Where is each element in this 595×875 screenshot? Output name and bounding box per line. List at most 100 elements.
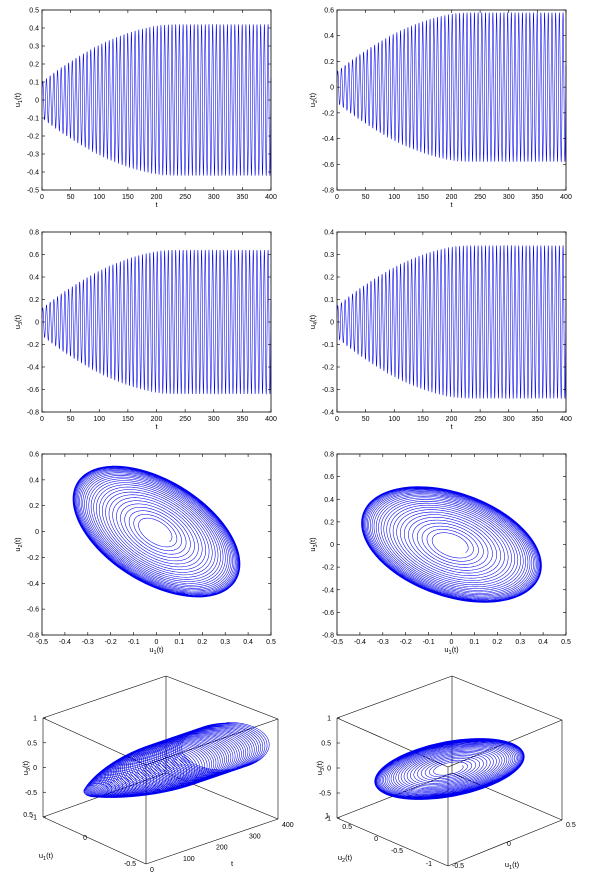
y-tick-label: 0.1 [324, 297, 334, 304]
y-axis-label: u4(t) [308, 314, 319, 329]
x-tick-label: 0.2 [197, 639, 207, 646]
x-tick-label: 300 [208, 194, 220, 201]
y-tick-label: -0.4 [27, 581, 39, 588]
plot-panel-6: 0.8 0.6 0.4 0.2 0 -0.2 -0.4 -0.6 -0.8-0.5 -0.4 -0.… [308, 452, 571, 657]
z-tick-label: 1 [327, 716, 331, 723]
z-axis-label: u3(t) [315, 760, 326, 775]
data-series-line [336, 11, 567, 163]
plot-panel-1: 0.50.40.30.20.10-0.1-0.2-0.3-0.4-0.50 50 1… [13, 8, 277, 210]
svg-text:u2(t): u2(t) [13, 537, 24, 552]
plot-panel-8: 10.50-0.5-110.50-0.5-1 -0.500.5u3(t)u2(t)… [315, 675, 576, 871]
box-edge [451, 772, 563, 821]
svg-text:u1(t): u1(t) [444, 645, 459, 656]
x-tick-label: 200 [446, 194, 458, 201]
x-tick-label: -0.1 [128, 639, 140, 646]
x-tick-label: 250 [474, 416, 486, 423]
x-tick-label: 400 [282, 822, 294, 829]
svg-text:t: t [450, 200, 453, 209]
y-tick-label: 0.3 [324, 252, 334, 259]
svg-text:u1(t): u1(t) [505, 860, 520, 871]
y-tick-label: 0 [330, 320, 334, 327]
y-tick-label: 0 [35, 529, 39, 536]
plot-panel-5: 0.6 0.4 0.2 0 -0.2 -0.4 -0.6 -0.8-0.5 -0.4 -0.3 -0… [13, 452, 276, 657]
box-edge [447, 819, 563, 867]
z-tick-label: 1 [33, 716, 37, 723]
x-axis-label: u1(t) [149, 645, 164, 656]
x-tick-label: 0.5 [561, 639, 571, 646]
y-tick-label: 0.2 [324, 519, 334, 526]
y-tick-label: -0.8 [322, 188, 334, 195]
y-axis-label: u2(t) [13, 537, 24, 552]
z-tick-label: -1 [31, 815, 37, 822]
y-tick-label: 0 [374, 836, 378, 843]
y-tick-label: 0 [35, 98, 39, 105]
y-axis-label: u1(t) [13, 92, 24, 107]
x-tick-label: 0.5 [266, 639, 276, 646]
x-axis-label: t [155, 200, 158, 209]
y-tick-label: -0.2 [322, 565, 334, 572]
x-tick-label: 0.1 [175, 639, 185, 646]
y-tick-label: 0.2 [29, 297, 39, 304]
x-tick-label: 0 [155, 639, 159, 646]
x-axis-label: u1(t) [444, 645, 459, 656]
x-tick-label: 350 [237, 194, 249, 201]
y-tick-label: -0.5 [27, 188, 39, 195]
svg-text:u3(t): u3(t) [21, 760, 32, 775]
svg-text:t: t [231, 859, 234, 868]
x-tick-label: 350 [237, 416, 249, 423]
svg-text:u1(t): u1(t) [13, 92, 24, 107]
y-tick-label: 0.4 [324, 230, 334, 237]
box-edge [165, 772, 279, 820]
y-tick-label: -0.6 [322, 610, 334, 617]
x-tick-label: -0.4 [354, 639, 366, 646]
svg-text:u1(t): u1(t) [149, 645, 164, 656]
box-edge [336, 717, 449, 768]
y-tick-label: -0.8 [27, 633, 39, 640]
y-tick-label: 0.4 [324, 497, 334, 504]
y-axis-label: u3(t) [13, 314, 24, 329]
svg-text:u3(t): u3(t) [315, 760, 326, 775]
x-tick-label: 400 [560, 194, 572, 201]
y-axis-label: u1(t) [39, 851, 54, 862]
x-axis-label: u1(t) [505, 860, 520, 871]
x-tick-label: 150 [122, 416, 134, 423]
y-tick-label: 0.5 [29, 8, 39, 15]
y-tick-label: 0.2 [29, 62, 39, 69]
x-tick-label: 200 [151, 194, 163, 201]
box-edge [165, 675, 279, 720]
svg-text:u1(t): u1(t) [39, 851, 54, 862]
x-tick-label: -0.5 [452, 863, 464, 870]
y-tick-label: 0.2 [324, 59, 334, 66]
x-tick-label: 100 [93, 194, 105, 201]
data-series-line [41, 23, 272, 177]
x-axis-label: t [450, 422, 453, 431]
z-tick-label: 0.5 [321, 741, 331, 748]
x-axis-label: t [155, 422, 158, 431]
y-tick-label: -0.3 [322, 387, 334, 394]
y-tick-label: 0.5 [23, 812, 33, 819]
x-tick-label: 0 [40, 194, 44, 201]
y-tick-label: 0.8 [29, 230, 39, 237]
x-axis-label: t [231, 859, 234, 868]
y-tick-label: 0 [330, 542, 334, 549]
x-tick-label: -0.3 [82, 639, 94, 646]
y-tick-label: 0.6 [29, 452, 39, 459]
x-tick-label: 0.5 [566, 822, 576, 829]
y-tick-label: 0.8 [324, 452, 334, 459]
svg-text:t: t [155, 200, 158, 209]
z-tick-label: 0.5 [27, 740, 37, 747]
box-edge [336, 675, 453, 719]
x-tick-label: 200 [446, 416, 458, 423]
z-tick-label: -1 [325, 816, 331, 823]
x-tick-label: 100 [183, 856, 195, 863]
x-tick-label: 200 [151, 416, 163, 423]
y-tick-label: -0.3 [27, 152, 39, 159]
x-tick-label: 50 [67, 416, 75, 423]
y-tick-label: -0.8 [322, 633, 334, 640]
y-tick-label: -0.2 [27, 342, 39, 349]
z-tick-label: 0 [327, 766, 331, 773]
x-tick-label: 400 [560, 416, 572, 423]
x-tick-label: 300 [503, 416, 515, 423]
svg-text:u2(t): u2(t) [308, 92, 319, 107]
plot-panel-3: 0.80.60.40.20-0.2-0.4-0.6-0.80 50 100 150 20… [13, 230, 277, 432]
